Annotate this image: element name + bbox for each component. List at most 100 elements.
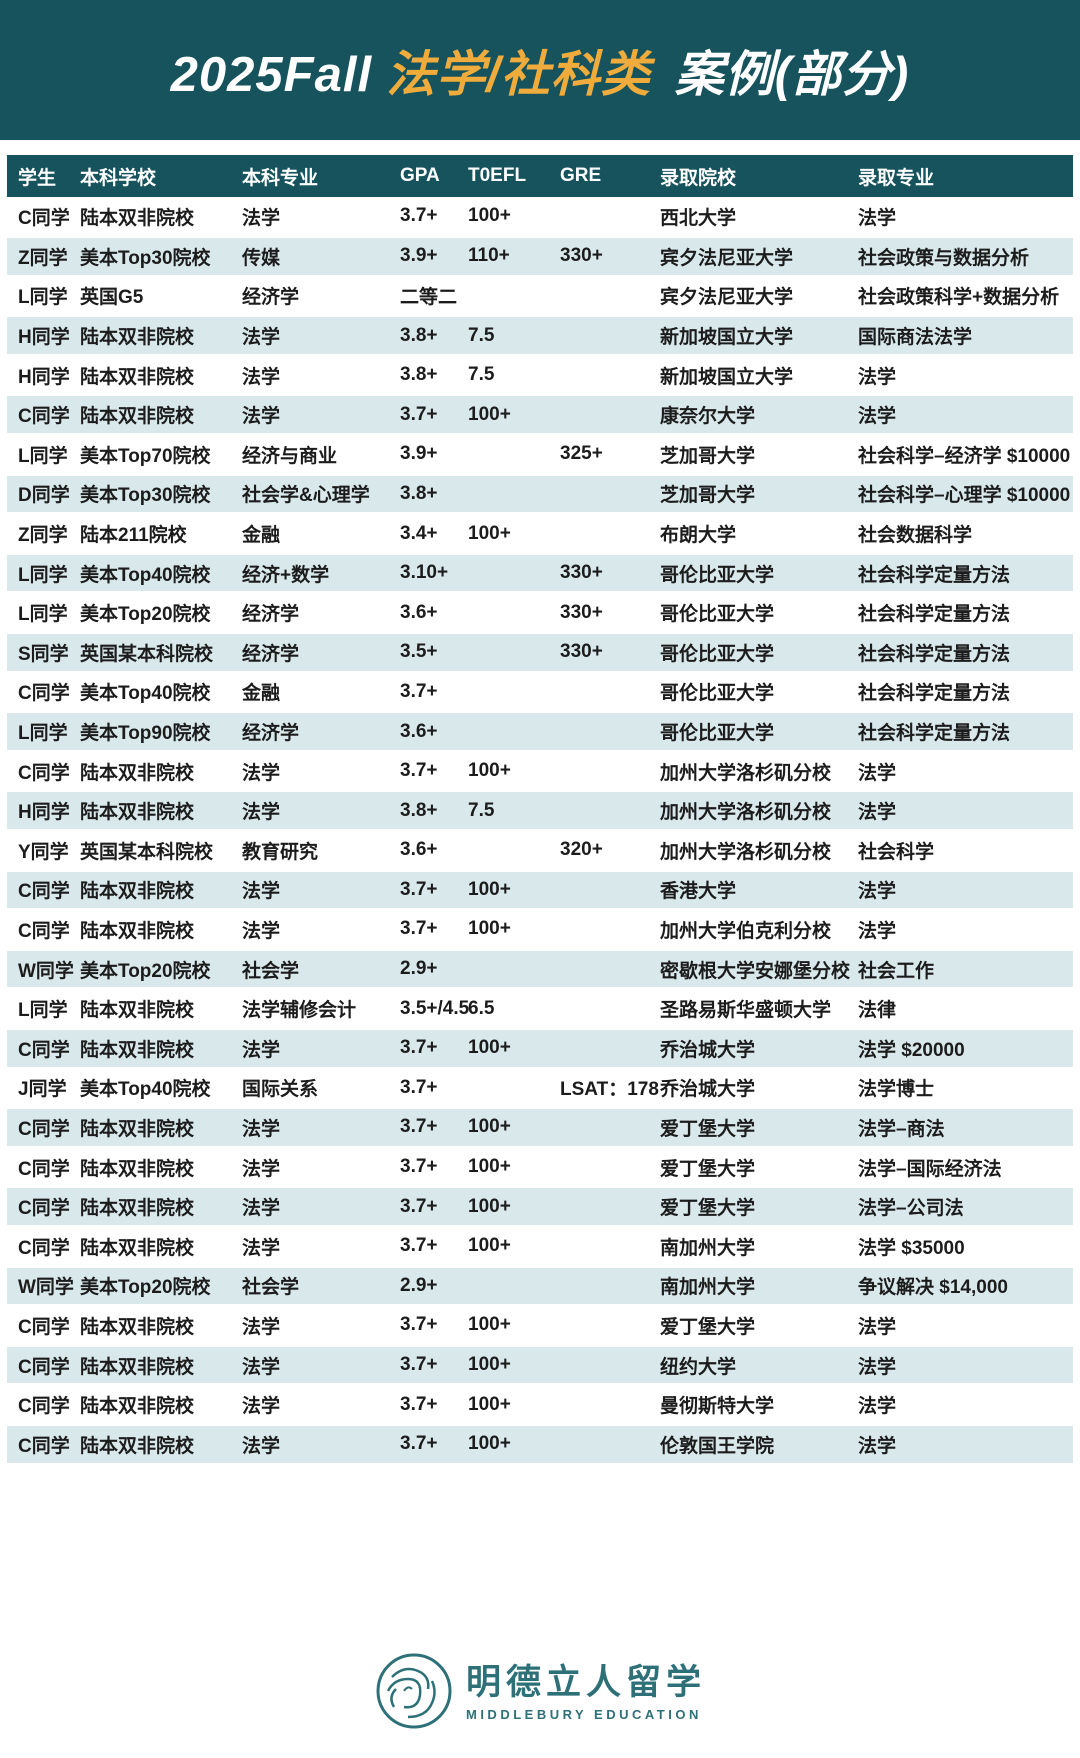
cell-admit-school: 密歇根大学安娜堡分校	[660, 947, 858, 991]
cell-admit-major: 法学 $20000	[858, 1026, 1073, 1070]
cell-admit-school: 乔治城大学	[660, 1079, 756, 1101]
cell-admit-major: 社会科学	[858, 841, 935, 863]
cell-admit-school: 芝加哥大学	[660, 445, 756, 467]
cell-toefl: 110+	[468, 235, 560, 278]
cell-gre	[560, 1264, 660, 1308]
cell-admit-school: 康奈尔大学	[660, 393, 858, 437]
table-row: H同学 陆本双非院校 法学 3.8+ 7.5 加州大学洛杉矶分校 法学	[7, 789, 1073, 832]
cell-admit-major: 社会科学–心理学 $10000	[858, 472, 1073, 516]
cell-undergrad-major: 法学	[242, 1343, 400, 1387]
table-row: L同学 美本Top40院校 经济+数学 3.10+ 330+ 哥伦比亚大学 社会科学定量方法	[7, 551, 1073, 595]
cell-gre	[560, 710, 660, 753]
cell-gpa: 3.8+	[400, 364, 438, 386]
cell-admit-major: 社会政策与数据分析	[858, 235, 1073, 278]
cell-toefl	[468, 435, 560, 475]
cell-undergrad-major: 法学	[242, 207, 281, 229]
cell-student: C同学	[18, 762, 70, 784]
cell-student: L同学	[18, 604, 68, 626]
cell-student: C同学	[7, 1422, 80, 1466]
title-suffix: 案例(部分)	[674, 47, 910, 102]
cell-student: H同学	[7, 314, 80, 357]
cell-undergrad-school: 陆本双非院校	[80, 762, 195, 784]
table-row: Y同学 英国某本科院校 教育研究 3.6+ 320+ 加州大学洛杉矶分校 社会科学	[7, 831, 1073, 871]
cell-gre	[560, 314, 660, 357]
col-header-undergrad-major: 本科专业	[242, 155, 400, 197]
table-row: C同学 陆本双非院校 法学 3.7+ 100+ 伦敦国王学院 法学	[7, 1422, 1073, 1466]
cell-gre	[560, 276, 660, 316]
cell-gre: 330+	[560, 631, 660, 674]
cell-undergrad-school: 美本Top20院校	[80, 947, 242, 991]
table-row: H同学 陆本双非院校 法学 3.8+ 7.5 新加坡国立大学 国际商法法学	[7, 314, 1073, 357]
cell-gre	[560, 472, 660, 516]
cell-toefl: 100+	[468, 1026, 560, 1070]
cell-gre	[560, 868, 660, 912]
cell-undergrad-school: 美本Top20院校	[80, 604, 211, 626]
cell-admit-major: 法学	[858, 920, 897, 942]
cell-toefl: 7.5	[468, 364, 495, 386]
cell-toefl: 100+	[468, 1422, 560, 1466]
cell-admit-school: 爱丁堡大学	[660, 1185, 858, 1228]
cell-admit-major: 法学博士	[858, 1079, 935, 1101]
cell-gre	[560, 1106, 660, 1149]
table-row: D同学 美本Top30院校 社会学&心理学 3.8+ 芝加哥大学 社会科学–心理学 $10…	[7, 472, 1073, 516]
cell-undergrad-major: 法学辅修会计	[242, 1000, 357, 1022]
cell-undergrad-school: 英国G5	[80, 287, 144, 309]
cell-admit-major: 法学	[858, 207, 897, 229]
cell-admit-school: 新加坡国立大学	[660, 366, 794, 388]
cell-undergrad-major: 经济学	[242, 287, 300, 309]
cell-admit-major: 社会科学定量方法	[858, 710, 1073, 753]
table-row: C同学 陆本双非院校 法学 3.7+ 100+ 曼彻斯特大学 法学	[7, 1385, 1073, 1425]
table-header: 学生 本科学校 本科专业 GPA T0EFL GRE 录取院校 录取专业	[7, 155, 1073, 197]
table-row: H同学 陆本双非院校 法学 3.8+ 7.5 新加坡国立大学 法学	[7, 355, 1073, 395]
cell-admit-major: 社会科学定量方法	[858, 551, 1073, 595]
cell-toefl	[468, 593, 560, 633]
cell-undergrad-school: 美本Top30院校	[80, 235, 242, 278]
cell-gpa: 3.8+	[400, 314, 468, 357]
cell-gpa: 3.7+	[400, 918, 438, 940]
cell-student: C同学	[7, 1185, 80, 1228]
table-row: L同学 美本Top70院校 经济与商业 3.9+ 325+ 芝加哥大学 社会科学–经济学 $…	[7, 435, 1073, 475]
cell-undergrad-major: 社会学	[242, 947, 400, 991]
cell-admit-major: 法学	[858, 1396, 897, 1418]
cell-admit-school: 南加州大学	[660, 1264, 858, 1308]
cell-student: D同学	[7, 472, 80, 516]
cell-admit-school: 新加坡国立大学	[660, 314, 858, 357]
cell-undergrad-school: 美本Top30院校	[80, 472, 242, 516]
cell-gpa: 3.10+	[400, 551, 468, 595]
cell-undergrad-major: 经济学	[242, 631, 400, 674]
cell-admit-school: 芝加哥大学	[660, 472, 858, 516]
cell-admit-school: 宾夕法尼亚大学	[660, 235, 858, 278]
cell-admit-school: 宾夕法尼亚大学	[660, 287, 794, 309]
cell-toefl: 7.5	[468, 314, 560, 357]
cases-table: 学生 本科学校 本科专业 GPA T0EFL GRE 录取院校 录取专业 C同学…	[7, 155, 1073, 1466]
cell-gre	[560, 1422, 660, 1466]
cell-gre	[560, 1147, 660, 1187]
cell-undergrad-school: 陆本双非院校	[80, 207, 195, 229]
cell-undergrad-major: 传媒	[242, 235, 400, 278]
cell-toefl: 100+	[468, 393, 560, 437]
table-row: W同学 美本Top20院校 社会学 2.9+ 南加州大学 争议解决 $14,000	[7, 1264, 1073, 1308]
cell-undergrad-school: 陆本双非院校	[80, 1026, 242, 1070]
cell-gre: 330+	[560, 551, 660, 595]
cell-admit-major: 法学 $35000	[858, 1237, 965, 1259]
cell-undergrad-major: 法学	[242, 1237, 281, 1259]
cell-undergrad-major: 教育研究	[242, 841, 319, 863]
cell-undergrad-school: 陆本双非院校	[80, 1158, 195, 1180]
cell-gpa: 3.7+	[400, 1106, 468, 1149]
cell-toefl	[468, 947, 560, 991]
cell-undergrad-major: 法学	[242, 1396, 281, 1418]
cell-gpa: 3.7+	[400, 1026, 468, 1070]
cell-admit-school: 加州大学洛杉矶分校	[660, 841, 832, 863]
cell-toefl: 100+	[468, 1106, 560, 1149]
cell-undergrad-major: 法学	[242, 366, 281, 388]
cell-gre	[560, 989, 660, 1029]
cell-admit-major: 社会数据科学	[858, 525, 973, 547]
cell-gpa: 3.7+	[400, 1343, 468, 1387]
cell-gpa: 2.9+	[400, 1264, 468, 1308]
cell-gre	[560, 789, 660, 832]
cell-gre: 320+	[560, 839, 603, 861]
cell-undergrad-school: 陆本双非院校	[80, 366, 195, 388]
cell-student: L同学	[18, 287, 68, 309]
cell-gpa: 3.9+	[400, 235, 468, 278]
cell-gpa: 3.6+	[400, 710, 468, 753]
